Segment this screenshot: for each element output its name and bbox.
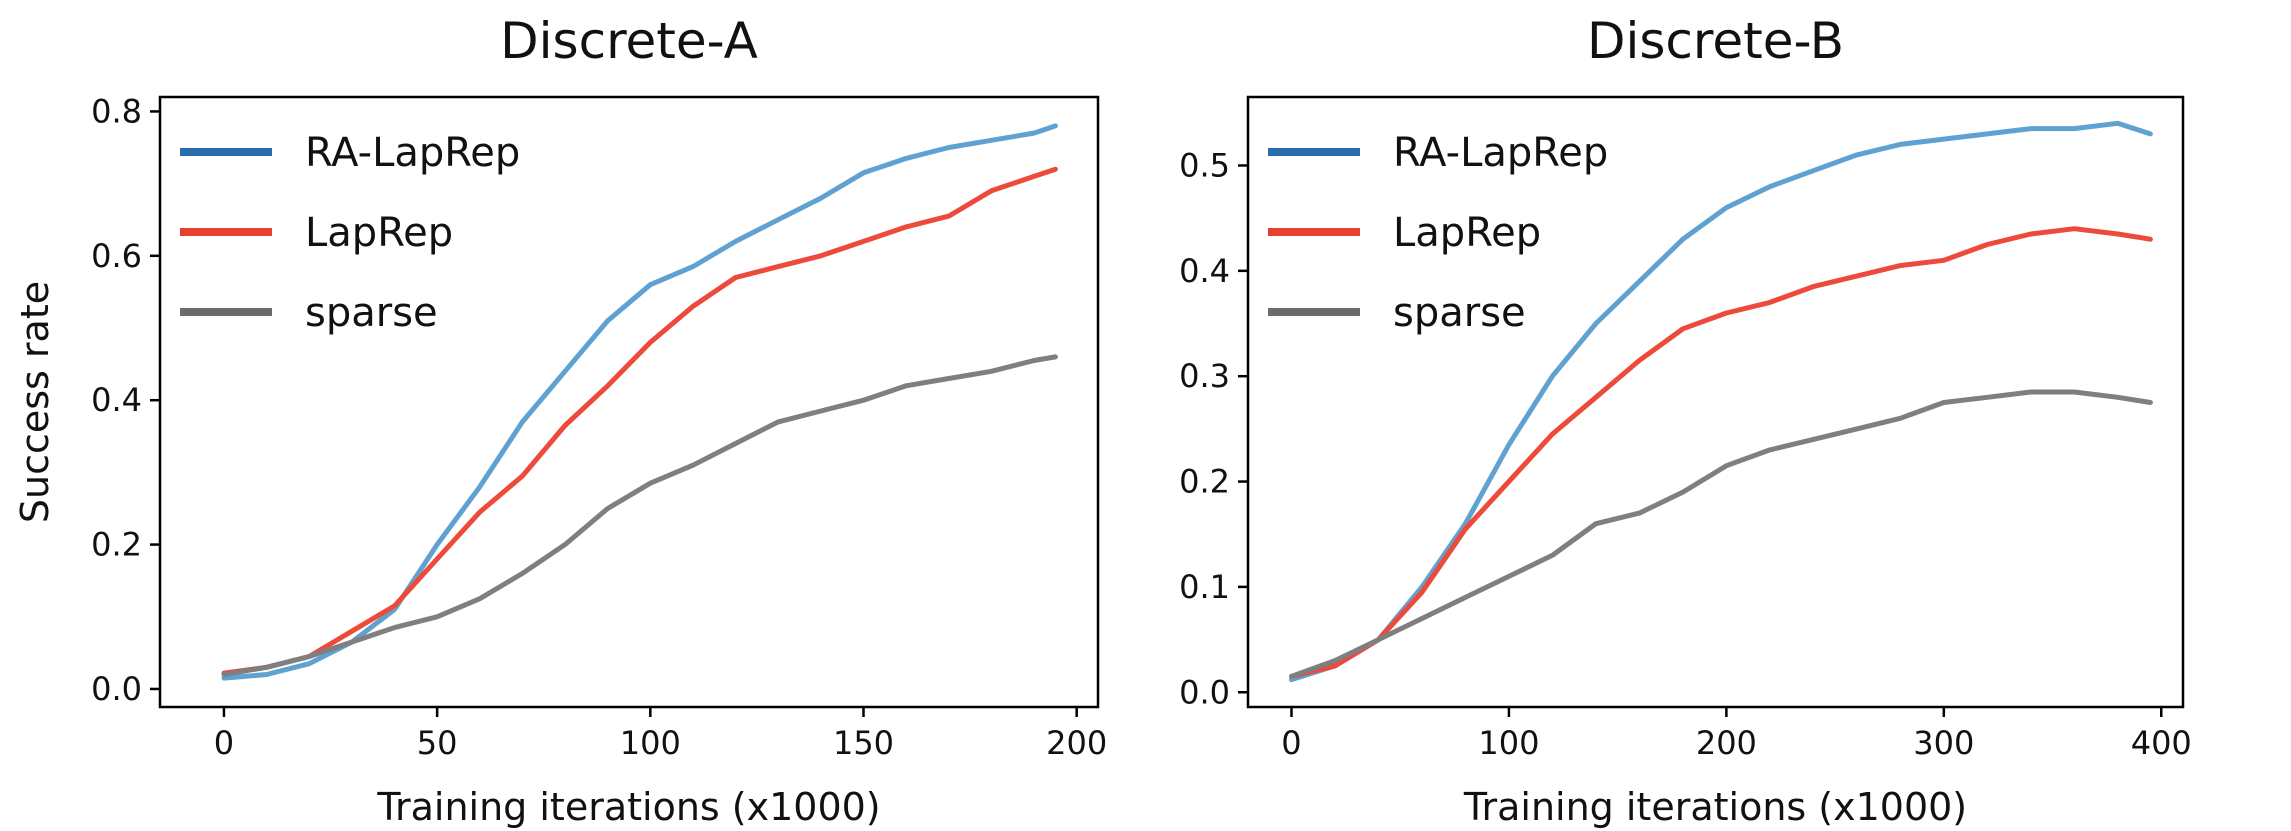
y-tick-label: 0.3 xyxy=(1179,357,1230,395)
y-tick-label: 0.0 xyxy=(91,670,142,708)
series-line-ra-laprep xyxy=(1289,120,2153,683)
panel-discrete-a: Discrete-A 0 50 100 150 200 0.0 0.2 0.4 0.6 0.8 Tra… xyxy=(13,12,1107,829)
legend-label: LapRep xyxy=(305,210,453,256)
x-axis-label: Training iterations (x1000) xyxy=(376,785,880,829)
y-tick-label: 0.6 xyxy=(91,237,142,275)
x-tick-label: 300 xyxy=(1913,724,1974,762)
chart-title: Discrete-B xyxy=(1587,12,1844,70)
plot-frame xyxy=(1246,95,2185,709)
series-line-laprep xyxy=(221,166,1058,676)
y-tick-label: 0.4 xyxy=(1179,252,1230,290)
series-line-sparse xyxy=(221,354,1058,677)
series-line-ra-laprep xyxy=(221,123,1058,681)
legend-label: sparse xyxy=(1393,290,1526,336)
y-tick-label: 0.8 xyxy=(91,92,142,130)
legend-label: RA-LapRep xyxy=(305,130,520,176)
legend: RA-LapRep LapRep sparse xyxy=(1268,130,1608,336)
legend-label: RA-LapRep xyxy=(1393,130,1608,176)
x-tick-label: 150 xyxy=(833,724,894,762)
y-tick-label: 0.0 xyxy=(1179,673,1230,711)
x-tick-label: 100 xyxy=(620,724,681,762)
x-tick-label: 0 xyxy=(1281,724,1301,762)
x-tick-label: 100 xyxy=(1478,724,1539,762)
x-tick-label: 200 xyxy=(1046,724,1107,762)
legend-label: LapRep xyxy=(1393,210,1541,256)
y-axis-label: Success rate xyxy=(13,281,57,523)
legend-label: sparse xyxy=(305,290,438,336)
chart-title: Discrete-A xyxy=(500,12,758,70)
y-tick-label: 0.2 xyxy=(91,526,142,564)
x-tick-label: 400 xyxy=(2131,724,2192,762)
y-tick-label: 0.5 xyxy=(1179,146,1230,184)
series-line-sparse xyxy=(1289,389,2153,679)
plot-frame xyxy=(158,95,1100,709)
series-line-laprep xyxy=(1289,226,2153,679)
x-tick-label: 200 xyxy=(1696,724,1757,762)
y-tick-label: 0.2 xyxy=(1179,463,1230,501)
x-axis-label: Training iterations (x1000) xyxy=(1463,785,1967,829)
y-tick-label: 0.1 xyxy=(1179,568,1230,606)
panel-discrete-b: Discrete-B 0 100 200 300 400 0.0 0.1 0.2 0.3 0.4 0.… xyxy=(1179,12,2192,829)
x-tick-label: 0 xyxy=(214,724,234,762)
y-tick-label: 0.4 xyxy=(91,381,142,419)
x-tick-label: 50 xyxy=(417,724,458,762)
legend: RA-LapRep LapRep sparse xyxy=(180,130,520,336)
